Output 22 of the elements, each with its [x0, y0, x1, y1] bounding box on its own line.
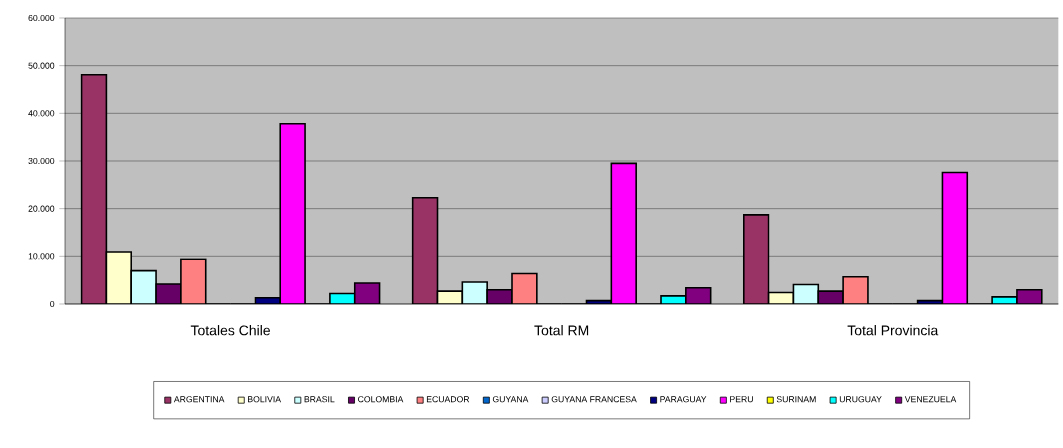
y-tick-label: 30.000	[28, 157, 55, 165]
y-tick-label: 10.000	[28, 253, 55, 260]
legend-label: SURINAM	[776, 396, 816, 403]
legend-label: ARGENTINA	[173, 396, 225, 403]
legend-label: ECUADOR	[426, 396, 470, 403]
y-tick-label: 50.000	[28, 62, 55, 69]
legend-label: GUYANA	[492, 396, 529, 403]
y-tick-label: 0	[50, 300, 55, 308]
legend-label: BRASIL	[304, 396, 335, 403]
legend-label: COLOMBIA	[358, 396, 404, 403]
x-tick-label: Total Provincia	[847, 325, 939, 336]
x-tick-label: Totales Chile	[190, 325, 270, 336]
legend-label: PERU	[730, 396, 753, 403]
legend-label: URUGUAY	[839, 396, 882, 403]
legend-label: GUYANA FRANCESA	[551, 396, 637, 403]
y-tick-label: 20.000	[28, 205, 55, 212]
y-tick-label: 40.000	[28, 110, 55, 117]
y-tick-label: 60.000	[28, 14, 55, 22]
x-tick-label: Total RM	[534, 325, 589, 336]
legend-label: PARAGUAY	[660, 396, 707, 403]
legend-label: VENEZUELA	[904, 396, 957, 403]
legend-label: BOLIVIA	[248, 396, 282, 403]
